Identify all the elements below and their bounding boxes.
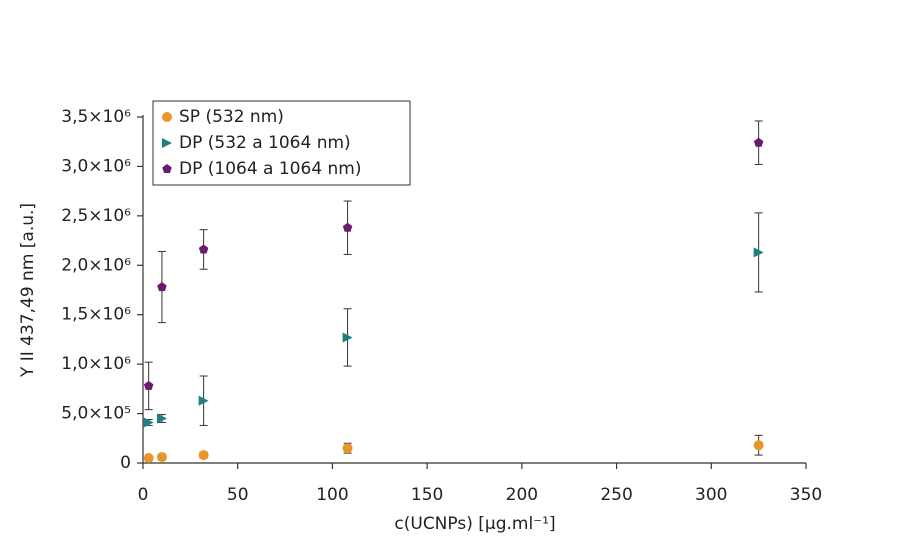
point — [342, 222, 353, 232]
x-tick-label: 100 — [316, 485, 348, 505]
y-tick-label: 2,5×10⁶ — [61, 206, 131, 226]
x-axis-label: c(UCNPs) [µg.ml⁻¹] — [394, 514, 555, 534]
point — [753, 247, 764, 258]
x-tick-label: 200 — [506, 485, 538, 505]
x-tick-label: 150 — [411, 485, 443, 505]
legend-marker — [162, 112, 172, 122]
point — [156, 413, 167, 424]
point — [156, 452, 167, 463]
x-tick-label: 50 — [227, 485, 249, 505]
point — [198, 244, 209, 254]
legend-box — [152, 100, 411, 186]
y-tick-label: 1,5×10⁶ — [61, 305, 131, 325]
point — [342, 443, 353, 454]
y-tick-label: 3,0×10⁶ — [61, 156, 131, 176]
x-tick-label: 0 — [138, 485, 149, 505]
point — [143, 380, 154, 390]
y-tick-label: 5,0×10⁵ — [61, 404, 131, 424]
x-tick-label: 300 — [695, 485, 727, 505]
point — [143, 453, 154, 464]
point — [198, 450, 209, 461]
x-tick-label: 350 — [790, 485, 822, 505]
y-tick-label: 0 — [120, 453, 131, 473]
legend-marker — [162, 138, 172, 148]
x-tick-label: 250 — [600, 485, 632, 505]
point — [342, 332, 353, 343]
point — [753, 137, 764, 147]
y-axis-label: Y II 437,49 nm [a.u.] — [18, 203, 38, 378]
point — [143, 417, 154, 428]
y-tick-label: 1,0×10⁶ — [61, 354, 131, 374]
legend-label: DP (532 a 1064 nm) — [179, 133, 351, 153]
y-tick-label: 3,5×10⁶ — [61, 107, 131, 127]
legend-label: DP (1064 a 1064 nm) — [179, 159, 362, 179]
legend-label: SP (532 nm) — [179, 107, 284, 127]
point — [157, 282, 167, 292]
y-tick-label: 2,0×10⁶ — [61, 255, 131, 275]
point — [753, 440, 764, 451]
legend-marker — [162, 164, 172, 174]
point — [198, 395, 209, 406]
